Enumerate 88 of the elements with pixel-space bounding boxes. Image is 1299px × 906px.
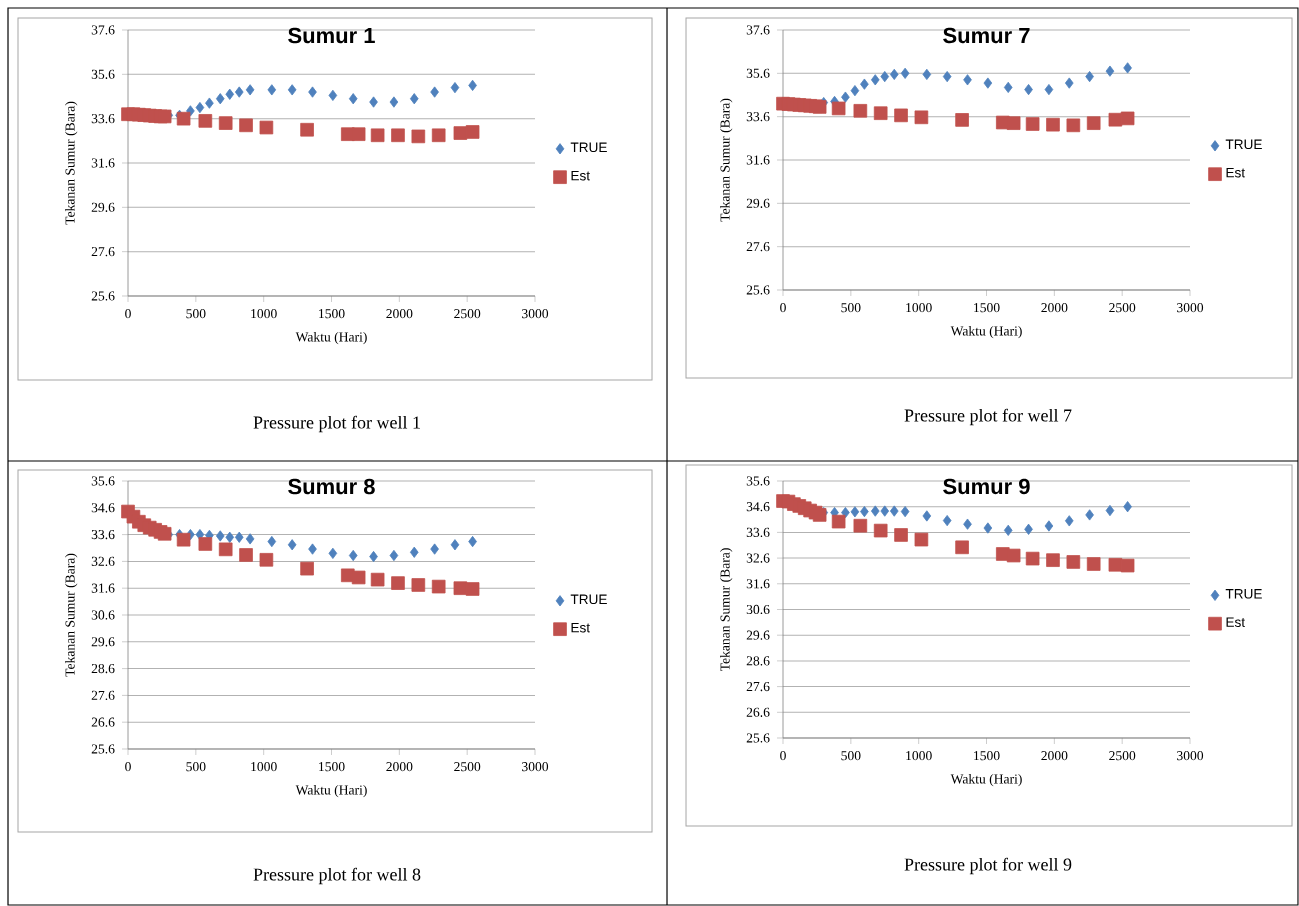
- legend-label: Est: [571, 170, 590, 181]
- y-tick-label: 30.6: [746, 604, 770, 615]
- text: Pressure plot for well 1: [253, 415, 420, 433]
- x-tick-label: 3000: [522, 309, 549, 319]
- y-tick-label: 25.6: [746, 285, 770, 295]
- y-tick-label: 35.6: [746, 68, 770, 78]
- x-tick-label: 1000: [906, 751, 932, 761]
- x-tick-label: 2000: [386, 762, 413, 772]
- x-tick-label: 0: [780, 751, 786, 761]
- legend-label: TRUE: [1225, 139, 1262, 150]
- x-tick-label: 1000: [251, 762, 277, 772]
- legend-label: TRUE: [570, 142, 607, 153]
- x-tick-label: 3000: [1177, 303, 1204, 313]
- y-tick-label: 27.6: [91, 690, 115, 700]
- x-tick-label: 0: [780, 303, 786, 313]
- x-tick-label: 1500: [974, 751, 1000, 761]
- x-tick-label: 500: [841, 751, 861, 761]
- legend-label: Est: [571, 622, 590, 633]
- legend-label: Est: [1226, 167, 1245, 178]
- x-tick-label: 500: [186, 762, 206, 772]
- text: Pressure plot for well 7: [904, 408, 1072, 426]
- y-tick-label: 26.6: [746, 707, 770, 717]
- y-tick-label: 34.6: [91, 503, 115, 513]
- x-axis-title: Waktu (Hari): [950, 325, 1022, 339]
- x-tick-label: 3000: [1177, 751, 1204, 761]
- y-tick-label: 27.6: [91, 247, 115, 257]
- y-tick-label: 32.6: [746, 553, 770, 563]
- y-tick-label: 33.6: [91, 114, 115, 124]
- y-tick-label: 34.6: [746, 502, 770, 512]
- y-tick-label: 37.6: [91, 25, 115, 35]
- text: Pressure plot for well 9: [904, 857, 1072, 875]
- y-tick-label: 33.6: [746, 527, 770, 537]
- x-tick-label: 3000: [522, 762, 549, 772]
- chart-title: Sumur 1: [288, 27, 375, 44]
- y-tick-label: 29.6: [91, 202, 115, 212]
- y-tick-label: 35.6: [91, 476, 115, 486]
- y-axis-title: Tekanan Sumur (Bara): [720, 98, 733, 222]
- y-tick-label: 25.6: [91, 291, 115, 301]
- y-tick-label: 28.6: [746, 656, 770, 666]
- y-tick-label: 27.6: [746, 682, 770, 692]
- x-tick-label: 500: [841, 303, 861, 313]
- x-tick-label: 0: [125, 762, 131, 772]
- x-tick-label: 2500: [454, 762, 481, 772]
- text: Pressure plot for well 8: [253, 867, 421, 885]
- y-axis-title: Tekanan Sumur (Bara): [65, 553, 78, 677]
- y-axis-title: Tekanan Sumur (Bara): [720, 548, 733, 672]
- y-tick-label: 27.6: [746, 242, 770, 252]
- chart-title: Sumur 7: [943, 27, 1030, 44]
- y-tick-label: 37.6: [746, 25, 770, 35]
- x-tick-label: 2000: [386, 309, 413, 319]
- x-tick-label: 2500: [454, 309, 481, 319]
- y-tick-label: 30.6: [91, 610, 115, 620]
- y-tick-label: 29.6: [746, 198, 770, 208]
- y-tick-label: 29.6: [91, 637, 115, 647]
- x-tick-label: 1500: [974, 303, 1000, 313]
- x-tick-label: 2000: [1041, 751, 1068, 761]
- x-tick-label: 1000: [906, 303, 932, 313]
- y-tick-label: 28.6: [91, 663, 115, 674]
- x-tick-label: 1500: [319, 762, 345, 772]
- y-tick-label: 33.6: [91, 530, 115, 540]
- y-tick-label: 31.6: [91, 583, 115, 593]
- chart-title: Sumur 9: [943, 478, 1030, 495]
- y-tick-label: 25.6: [91, 744, 115, 754]
- y-tick-label: 32.6: [91, 556, 115, 566]
- x-tick-label: 1000: [251, 309, 277, 319]
- y-tick-label: 26.6: [91, 717, 115, 727]
- y-tick-label: 31.6: [746, 155, 770, 165]
- x-tick-label: 2500: [1109, 303, 1136, 313]
- x-axis-title: Waktu (Hari): [295, 331, 367, 345]
- chart-title: Sumur 8: [288, 478, 375, 495]
- x-tick-label: 500: [186, 309, 206, 319]
- y-tick-label: 33.6: [746, 112, 770, 122]
- legend-label: TRUE: [1225, 589, 1262, 599]
- y-axis-title: Tekanan Sumur (Bara): [65, 101, 78, 225]
- y-tick-label: 31.6: [746, 579, 770, 589]
- y-tick-label: 29.6: [746, 630, 770, 640]
- x-tick-label: 2000: [1041, 303, 1068, 313]
- y-tick-label: 35.6: [746, 476, 770, 486]
- x-tick-label: 2500: [1109, 751, 1136, 761]
- x-tick-label: 1500: [319, 309, 345, 319]
- legend-label: Est: [1226, 617, 1245, 627]
- x-tick-label: 0: [125, 309, 131, 319]
- y-tick-label: 25.6: [746, 733, 770, 743]
- x-axis-title: Waktu (Hari): [950, 773, 1022, 787]
- y-tick-label: 35.6: [91, 69, 115, 79]
- y-tick-label: 31.6: [91, 158, 115, 168]
- legend-label: TRUE: [570, 594, 607, 605]
- x-axis-title: Waktu (Hari): [295, 784, 367, 798]
